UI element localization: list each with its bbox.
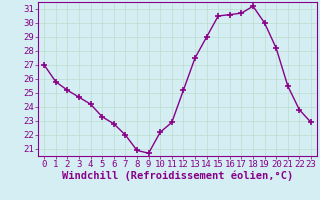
X-axis label: Windchill (Refroidissement éolien,°C): Windchill (Refroidissement éolien,°C) bbox=[62, 171, 293, 181]
